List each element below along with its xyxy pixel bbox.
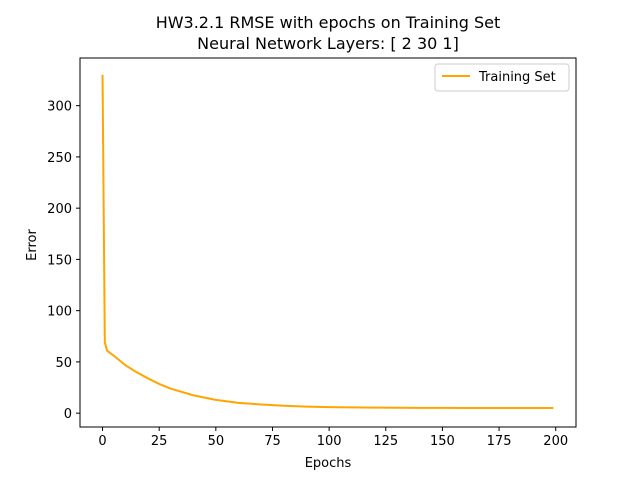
plot-area: 0 25 50 75 100 125 150 175 200 0 50 100 150 200 250 300 bbox=[47, 57, 577, 449]
x-tick-label: 100 bbox=[317, 434, 342, 449]
legend: Training Set bbox=[434, 63, 570, 92]
series-line-training-set bbox=[101, 74, 554, 409]
axes-frame bbox=[79, 57, 577, 428]
x-tick-label: 0 bbox=[98, 434, 106, 449]
x-tick-label: 25 bbox=[151, 434, 168, 449]
x-tick-label: 150 bbox=[430, 434, 455, 449]
chart-subtitle: Neural Network Layers: [ 2 30 1] bbox=[197, 34, 459, 53]
x-tick-label: 125 bbox=[373, 434, 398, 449]
y-tick-label: 100 bbox=[47, 305, 72, 320]
chart-title: HW3.2.1 RMSE with epochs on Training Set bbox=[156, 13, 501, 32]
y-tick-label: 0 bbox=[64, 407, 72, 422]
legend-box bbox=[434, 63, 570, 92]
x-axis-label: Epochs bbox=[305, 456, 352, 471]
y-tick-label: 300 bbox=[47, 100, 72, 115]
y-tick-label: 250 bbox=[47, 151, 72, 166]
y-axis-label: Error bbox=[25, 229, 40, 261]
x-tick-label: 200 bbox=[543, 434, 568, 449]
x-tick-label: 50 bbox=[208, 434, 225, 449]
legend-label-training-set: Training Set bbox=[478, 70, 556, 85]
y-tick-label: 150 bbox=[47, 253, 72, 268]
x-tick-label: 75 bbox=[264, 434, 281, 449]
x-tick-label: 175 bbox=[487, 434, 512, 449]
y-tick-label: 200 bbox=[47, 202, 72, 217]
y-tick-label: 50 bbox=[55, 356, 72, 371]
